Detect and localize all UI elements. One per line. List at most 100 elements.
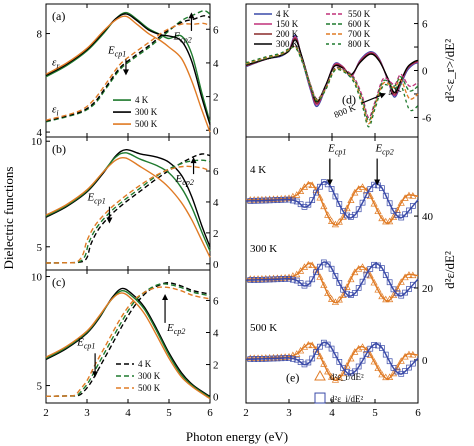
marker-e-2-1 <box>340 365 347 372</box>
marker-e-0-1 <box>344 212 350 219</box>
marker-e-0-1 <box>332 193 339 200</box>
marker-e-0-1 <box>286 196 292 203</box>
annotation-b-0: Ecp1 <box>86 191 105 205</box>
y-tick-label-left-a-4: 4 <box>37 127 43 139</box>
legend-label-d-6: 700 K <box>348 29 371 39</box>
panel-label-a: (a) <box>52 9 65 23</box>
marker-e-1-1 <box>332 272 339 279</box>
marker-e-2-1 <box>409 360 416 367</box>
arrow-a-0-head <box>122 69 129 76</box>
marker-e-2-1 <box>390 365 397 371</box>
annotation-b-1: Ecp2 <box>175 173 194 187</box>
marker-e-1-0 <box>397 278 405 285</box>
marker-e-2-1 <box>351 368 358 375</box>
marker-e-1-0 <box>324 289 332 297</box>
marker-e-0-1 <box>382 192 389 199</box>
marker-e-1-0 <box>386 295 394 303</box>
marker-e-0-0 <box>405 191 413 199</box>
legend-label-d-2: 200 K <box>276 29 299 39</box>
marker-e-1-1 <box>382 272 389 279</box>
marker-e-0-1 <box>317 183 323 190</box>
marker-e-0-0 <box>293 191 301 198</box>
y-tick-label-right-a-2: 2 <box>213 92 219 104</box>
marker-e-1-1 <box>301 282 308 289</box>
marker-e-1-1 <box>251 277 258 283</box>
marker-e-2-1 <box>379 345 385 351</box>
marker-e-1-1 <box>266 276 273 283</box>
line-eps-r-b-0 <box>45 148 211 248</box>
marker-e-1-1 <box>398 292 405 299</box>
marker-e-0-0 <box>316 193 324 201</box>
marker-e-0-0 <box>370 199 378 207</box>
marker-e-0-1 <box>266 197 273 204</box>
y-tick-label-left-a-8: 8 <box>37 29 43 41</box>
line-d-4 <box>245 44 419 119</box>
marker-e-1-0 <box>409 271 417 279</box>
panel-label-d: (d) <box>342 92 356 106</box>
panel-label-b: (b) <box>52 142 66 156</box>
marker-e-2-1 <box>278 355 285 362</box>
marker-e-2-1 <box>259 356 265 362</box>
marker-e-2-1 <box>382 351 389 358</box>
marker-e-1-1 <box>351 290 358 296</box>
arrow-e-0-head <box>326 179 333 186</box>
marker-e-2-0 <box>335 373 343 381</box>
marker-e-0-1 <box>351 211 358 218</box>
marker-e-1-1 <box>282 276 288 282</box>
arrow-label-4k: 4 K <box>386 84 402 98</box>
x-tick-label-e-3: 3 <box>286 407 292 419</box>
x-tick-label-c-5: 5 <box>166 407 172 419</box>
marker-e-0-1 <box>355 206 362 213</box>
x-axis-label: Photon energy (eV) <box>186 429 288 444</box>
y-axis-label-right-e: d²ε/dE² <box>442 251 457 289</box>
y-tick-label-right-a-6: 6 <box>213 24 219 36</box>
marker-e-1-1 <box>336 280 343 286</box>
marker-e-0-1 <box>359 199 366 206</box>
marker-e-2-1 <box>406 364 412 371</box>
line-eps-r-b-1 <box>45 152 211 252</box>
marker-e-1-1 <box>309 276 316 283</box>
marker-e-0-0 <box>409 192 417 199</box>
temperature-arrow-shaft <box>361 95 381 104</box>
marker-e-1-1 <box>386 279 393 286</box>
line-e-0-1 <box>245 180 419 219</box>
marker-e-2-0 <box>382 373 390 381</box>
y-tick-label-left-b-5: 5 <box>37 242 43 254</box>
marker-e-2-1 <box>309 355 316 362</box>
marker-e-2-1 <box>247 356 254 363</box>
marker-e-0-1 <box>328 186 335 192</box>
marker-e-2-1 <box>255 356 261 362</box>
marker-e-1-1 <box>270 276 277 283</box>
marker-e-1-0 <box>374 285 382 293</box>
marker-e-0-1 <box>402 211 408 218</box>
marker-e-0-0 <box>397 199 405 206</box>
marker-e-1-1 <box>259 276 265 283</box>
legend-label-d-1: 150 K <box>276 19 299 29</box>
marker-e-0-0 <box>374 207 382 215</box>
marker-e-1-1 <box>278 276 285 282</box>
y-tick-label-right-d-6: 6 <box>422 19 428 31</box>
marker-e-1-1 <box>344 290 350 297</box>
x-tick-label-c-6: 6 <box>207 407 213 419</box>
x-tick-label-c-3: 3 <box>84 407 90 419</box>
marker-e-2-1 <box>290 355 296 362</box>
y-tick-label-right-b-6: 6 <box>213 166 219 178</box>
line-d-5 <box>245 45 419 122</box>
legend-label-d-3: 300 K <box>276 39 299 49</box>
legend-label-a-1: 300 K <box>135 107 158 117</box>
marker-e-2-1 <box>317 343 323 350</box>
legend-marker-e-0 <box>314 370 326 381</box>
marker-e-2-0 <box>304 340 312 348</box>
marker-e-2-1 <box>367 345 374 352</box>
marker-e-0-1 <box>313 189 319 196</box>
marker-e-2-1 <box>402 368 408 374</box>
marker-e-1-1 <box>348 292 354 298</box>
marker-e-2-0 <box>324 367 332 375</box>
line-e-1-1 <box>245 261 419 297</box>
marker-e-0-1 <box>363 192 370 198</box>
marker-e-0-1 <box>379 185 385 192</box>
line-e-2-0 <box>245 342 419 382</box>
marker-e-1-1 <box>379 265 385 271</box>
arrow-e-1-head <box>374 179 381 186</box>
